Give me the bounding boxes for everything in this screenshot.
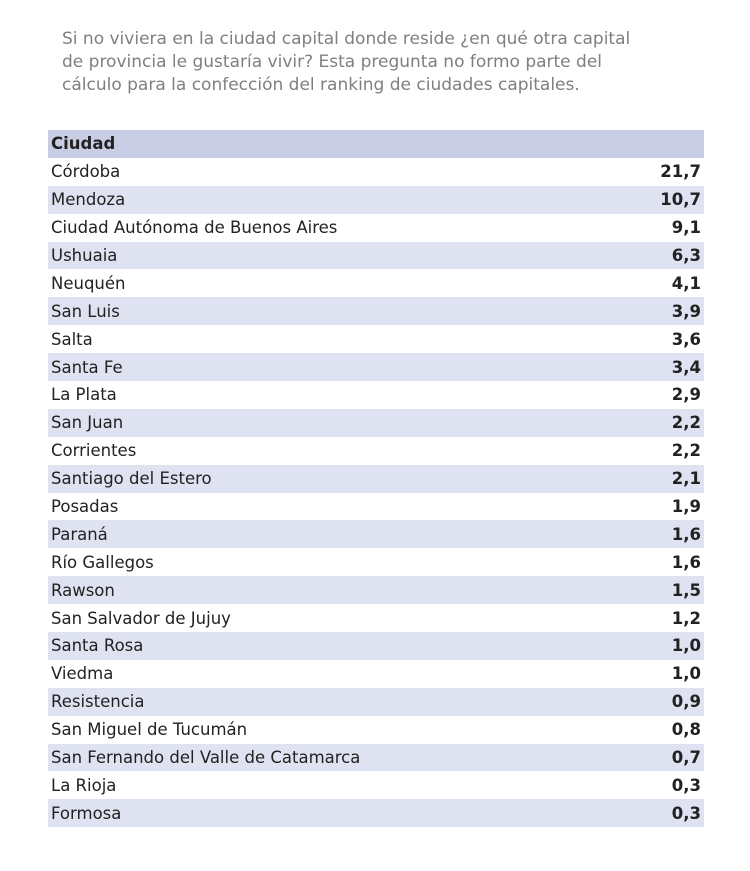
city-cell: Posadas: [51, 497, 119, 517]
value-cell: 9,1: [671, 218, 701, 238]
table: Ciudad Córdoba 21,7 Mendoza 10,7 Ciudad Autó…: [48, 130, 704, 828]
table-row: Córdoba 21,7: [48, 158, 704, 186]
table-row: Rawson 1,5: [48, 576, 704, 605]
table-row: San Miguel de Tucumán 0,8: [48, 716, 704, 744]
value-cell: 2,9: [671, 385, 701, 405]
city-cell: Santa Fe: [48, 353, 620, 382]
city-cell: Mendoza: [48, 185, 620, 214]
table-row: San Salvador de Jujuy 1,2: [48, 604, 704, 632]
city-cell: Neuquén: [51, 273, 126, 293]
table-row: Formosa 0,3: [48, 799, 704, 828]
city-cell: San Luis: [48, 297, 620, 326]
table-row: Río Gallegos 1,6: [48, 548, 704, 576]
value-cell: 1,0: [671, 664, 701, 684]
city-cell: Santa Rosa: [48, 632, 620, 660]
value-cell: 3,4: [619, 353, 704, 382]
table-row: Viedma 1,0: [48, 660, 704, 688]
city-cell: San Miguel de Tucumán: [51, 720, 248, 740]
value-cell: 3,6: [671, 329, 701, 349]
table-row: San Fernando del Valle de Catamarca 0,7: [48, 743, 704, 772]
value-cell: 1,5: [619, 576, 704, 605]
table-row: Posadas 1,9: [48, 493, 704, 521]
value-cell: 1,6: [671, 552, 701, 572]
value-cell: 6,3: [619, 241, 704, 270]
value-cell: 0,8: [671, 720, 701, 740]
intro-line: de provincia le gustaría vivir? Esta pre…: [62, 52, 603, 72]
value-cell: 0,3: [671, 775, 701, 795]
value-cell: 0,3: [619, 799, 704, 828]
table-row: Ushuaia 6,3: [48, 241, 704, 270]
header-cell: Ciudad: [48, 130, 620, 158]
table-row: Santiago del Estero 2,1: [48, 464, 704, 493]
city-cell: Viedma: [51, 664, 114, 684]
city-cell: Formosa: [48, 799, 620, 828]
city-cell: Córdoba: [51, 162, 121, 182]
intro-line: cálculo para la confección del ranking d…: [62, 75, 580, 95]
header-cell: [619, 130, 704, 158]
city-cell: San Salvador de Jujuy: [51, 608, 231, 628]
table-row: Santa Rosa 1,0: [48, 632, 704, 660]
city-cell: Resistencia: [48, 687, 620, 716]
city-cell: La Rioja: [51, 775, 117, 795]
value-cell: 1,6: [619, 520, 704, 549]
intro-line: Si no viviera en la ciudad capital donde…: [62, 29, 631, 49]
table-row: La Plata 2,9: [48, 381, 704, 409]
table-row: San Juan 2,2: [48, 408, 704, 437]
city-cell: Río Gallegos: [51, 552, 154, 572]
table-row: San Luis 3,9: [48, 297, 704, 326]
table-row: Salta 3,6: [48, 325, 704, 353]
city-cell: Ciudad Autónoma de Buenos Aires: [51, 218, 338, 238]
value-cell: 3,9: [619, 297, 704, 326]
value-cell: 10,7: [619, 185, 704, 214]
city-cell: San Juan: [48, 408, 620, 437]
table-row: Santa Fe 3,4: [48, 353, 704, 382]
value-cell: 2,2: [619, 408, 704, 437]
city-cell: San Fernando del Valle de Catamarca: [48, 743, 620, 772]
city-cell: Paraná: [48, 520, 620, 549]
city-cell: Ushuaia: [48, 241, 620, 270]
value-cell: 2,1: [619, 464, 704, 493]
value-cell: 1,9: [671, 497, 701, 517]
table-row: Neuquén 4,1: [48, 269, 704, 297]
value-cell: 1,2: [671, 608, 701, 628]
table-row: Mendoza 10,7: [48, 185, 704, 214]
city-cell: La Plata: [51, 385, 117, 405]
table-body: Ciudad Córdoba 21,7 Mendoza 10,7 Ciudad Autó…: [48, 130, 704, 828]
city-cell: Corrientes: [51, 441, 137, 461]
value-cell: 0,9: [619, 687, 704, 716]
table-row: Ciudad Autónoma de Buenos Aires 9,1: [48, 214, 704, 242]
value-cell: 4,1: [671, 273, 701, 293]
table-row: Paraná 1,6: [48, 520, 704, 549]
value-cell: 0,7: [619, 743, 704, 772]
table-row: La Rioja 0,3: [48, 771, 704, 799]
value-cell: 1,0: [619, 632, 704, 660]
city-cell: Santiago del Estero: [48, 464, 620, 493]
value-cell: 21,7: [660, 162, 701, 182]
table-row: Resistencia 0,9: [48, 687, 704, 716]
city-cell: Rawson: [48, 576, 620, 605]
intro: Si no viviera en la ciudad capital donde…: [62, 28, 722, 97]
header-row: Ciudad: [48, 130, 704, 158]
city-cell: Salta: [51, 329, 93, 349]
table-row: Corrientes 2,2: [48, 437, 704, 465]
value-cell: 2,2: [671, 441, 701, 461]
